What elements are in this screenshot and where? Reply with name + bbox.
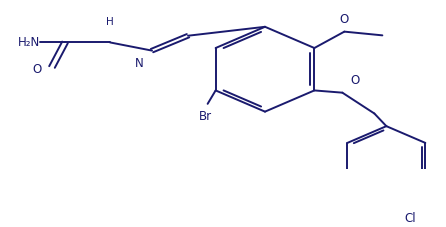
Text: Cl: Cl: [405, 212, 416, 225]
Text: N: N: [135, 57, 144, 69]
Text: Br: Br: [199, 110, 212, 123]
Text: H₂N: H₂N: [18, 36, 40, 49]
Text: O: O: [340, 13, 349, 26]
Text: H: H: [106, 17, 114, 27]
Text: O: O: [33, 64, 42, 76]
Text: O: O: [351, 74, 359, 87]
